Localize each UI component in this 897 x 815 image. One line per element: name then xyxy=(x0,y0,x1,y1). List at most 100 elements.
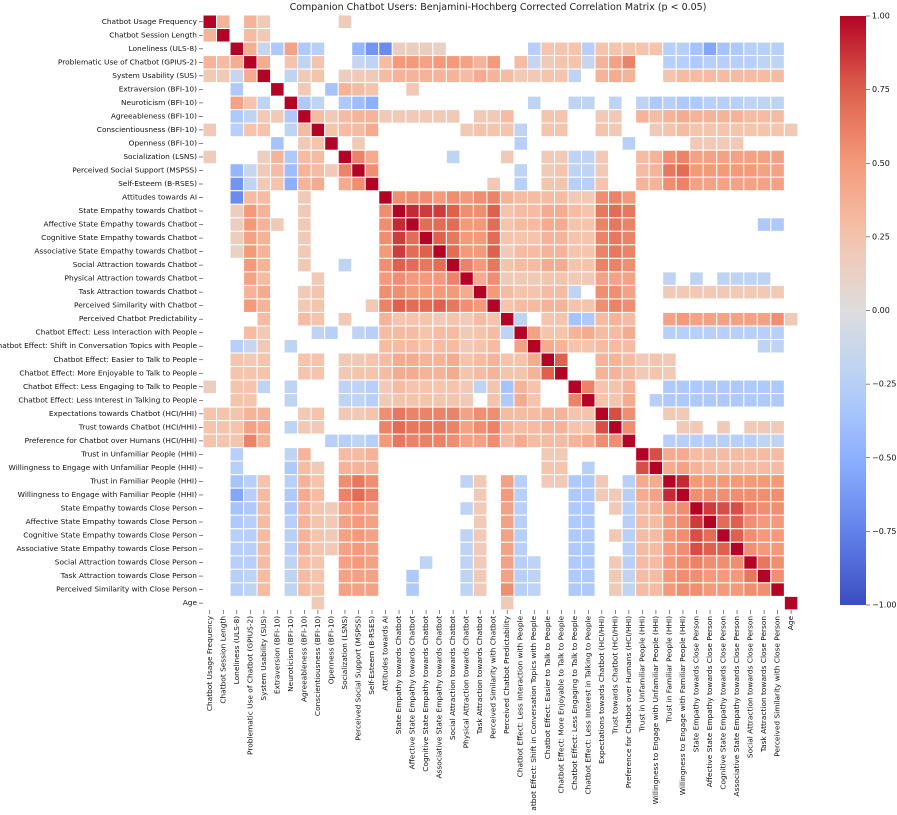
heatmap-cell xyxy=(472,257,488,273)
heatmap-cell xyxy=(364,366,380,381)
heatmap-cell xyxy=(337,311,353,327)
x-tick-label: Chatbot Usage Frequency xyxy=(205,615,214,711)
heatmap-cell xyxy=(499,284,515,300)
heatmap-cell xyxy=(513,176,528,192)
heatmap-cell xyxy=(283,122,299,138)
heatmap-cells xyxy=(202,14,799,611)
heatmap-cell xyxy=(337,541,353,557)
heatmap-cell xyxy=(405,257,420,273)
heatmap-cell xyxy=(729,271,745,286)
heatmap-cell xyxy=(702,487,718,503)
heatmap-cell xyxy=(486,393,501,408)
heatmap-cell xyxy=(283,41,299,57)
heatmap-cell xyxy=(486,122,501,138)
heatmap-cell xyxy=(635,41,650,57)
heatmap-cell xyxy=(405,582,420,597)
heatmap-cell xyxy=(499,379,515,395)
x-tick-label: Trust in Unfamiliar People (HHI) xyxy=(637,616,646,733)
heatmap-cell xyxy=(256,352,272,368)
heatmap-cell xyxy=(689,541,704,557)
heatmap-cell xyxy=(364,298,380,313)
x-tick-label: Task Attraction towards Close Person xyxy=(759,616,768,754)
heatmap-cell xyxy=(702,122,718,138)
heatmap-cell xyxy=(743,379,758,395)
heatmap-cell xyxy=(513,257,528,273)
heatmap-cell xyxy=(540,474,556,489)
heatmap-cell xyxy=(459,311,474,327)
heatmap-cell xyxy=(405,244,420,259)
heatmap-cell xyxy=(621,338,637,354)
heatmap-cell xyxy=(770,379,785,395)
heatmap-cell xyxy=(662,379,677,395)
heatmap-cell xyxy=(459,366,474,381)
heatmap-cell xyxy=(256,582,272,597)
heatmap-cell xyxy=(635,352,650,368)
heatmap-cell xyxy=(472,230,488,246)
heatmap-cell xyxy=(297,352,312,368)
heatmap-cell xyxy=(243,109,258,124)
heatmap-cell xyxy=(391,420,407,435)
heatmap-cell xyxy=(743,433,758,449)
heatmap-cell xyxy=(540,271,556,286)
heatmap-cell xyxy=(486,203,501,219)
heatmap-cell xyxy=(256,176,272,192)
heatmap-cell xyxy=(378,433,393,449)
x-tick-label: Cognitive State Empathy towards Chatbot xyxy=(421,616,430,772)
y-tick-label: Perceived Similarity with Close Person xyxy=(56,585,197,594)
heatmap-cell xyxy=(337,487,353,503)
heatmap-cell xyxy=(337,514,353,530)
heatmap-cell xyxy=(554,433,569,449)
heatmap-cell xyxy=(594,230,610,246)
heatmap-cell xyxy=(256,298,272,313)
heatmap-cell xyxy=(283,474,299,489)
heatmap-cell xyxy=(621,41,637,57)
heatmap-cell xyxy=(432,366,447,381)
heatmap-cell xyxy=(648,149,664,165)
heatmap-cell xyxy=(337,568,353,584)
heatmap-cell xyxy=(702,474,718,489)
heatmap-cell xyxy=(256,203,272,219)
heatmap-cell xyxy=(554,298,569,313)
y-tick-label: Cognitive State Empathy towards Chatbot xyxy=(41,233,197,242)
heatmap-cell xyxy=(526,68,542,84)
heatmap-cell xyxy=(581,244,596,259)
heatmap-cell xyxy=(770,582,785,597)
heatmap-cell xyxy=(743,122,758,138)
heatmap-cell xyxy=(486,352,501,368)
heatmap-cell xyxy=(391,311,407,327)
heatmap-cell xyxy=(526,406,542,422)
heatmap-cell xyxy=(729,379,745,395)
heatmap-cell xyxy=(297,311,312,327)
heatmap-cell xyxy=(513,122,528,138)
heatmap-cell xyxy=(337,582,353,597)
heatmap-cell xyxy=(621,541,637,557)
heatmap-cell xyxy=(351,487,366,503)
y-tick-label: Willingness to Engage with Familiar Peop… xyxy=(18,490,197,499)
heatmap-cell xyxy=(756,176,772,192)
heatmap-cell xyxy=(243,95,258,111)
heatmap-cell xyxy=(391,190,407,205)
heatmap-cell xyxy=(216,420,231,435)
heatmap-cell xyxy=(635,568,650,584)
heatmap-cell xyxy=(621,284,637,300)
heatmap-cell xyxy=(472,338,488,354)
heatmap-cell xyxy=(770,55,785,70)
y-tick-label: Social Attraction towards Chatbot xyxy=(73,260,197,269)
heatmap-cell xyxy=(486,366,501,381)
heatmap-cell xyxy=(756,433,772,449)
heatmap-cell xyxy=(594,474,610,489)
colorbar-tick-label: 0.00 xyxy=(872,306,890,315)
heatmap-cell xyxy=(567,163,583,178)
x-tick-label: State Empathy towards Close Person xyxy=(691,616,700,753)
heatmap-cell xyxy=(472,379,488,395)
heatmap-cell xyxy=(621,136,637,151)
heatmap-cell xyxy=(297,406,312,422)
heatmap-cell xyxy=(486,325,501,340)
heatmap-cell xyxy=(662,582,677,597)
heatmap-cell xyxy=(608,420,623,435)
heatmap-cell xyxy=(364,55,380,70)
heatmap-cell xyxy=(499,568,515,584)
colorbar-gradient xyxy=(840,16,866,605)
heatmap-cell xyxy=(499,311,515,327)
